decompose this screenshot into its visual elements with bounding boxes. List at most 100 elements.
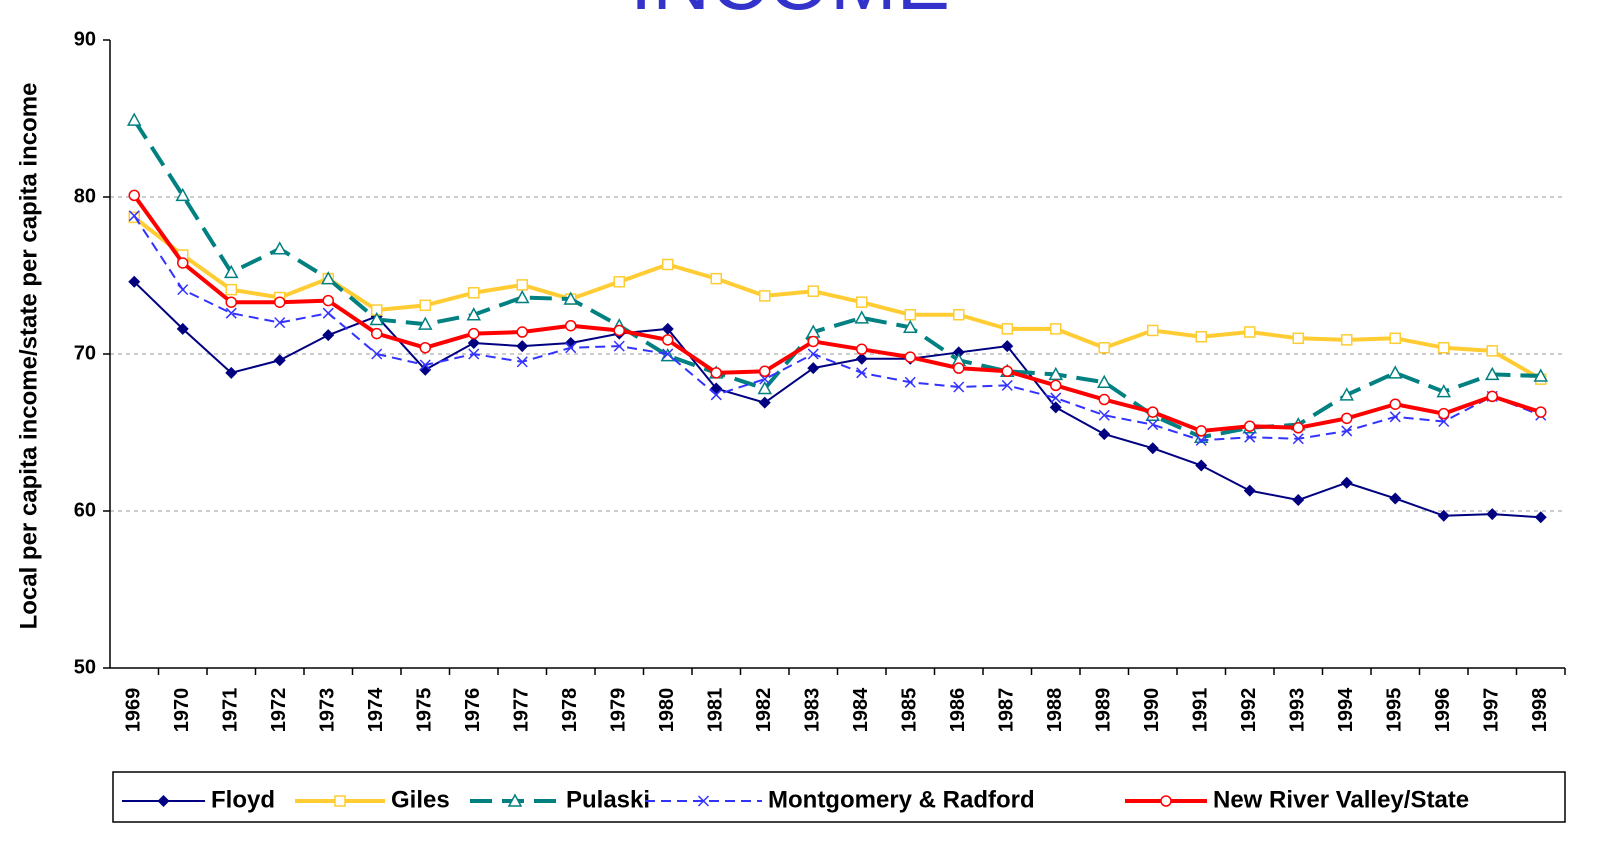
marker [1050, 379, 1062, 392]
marker [613, 276, 625, 288]
marker [1387, 365, 1403, 379]
legend-item: Floyd [122, 786, 275, 813]
marker [468, 348, 480, 360]
marker [807, 335, 819, 348]
marker [419, 341, 431, 354]
marker [904, 309, 916, 321]
series-line [133, 281, 1541, 519]
marker [1389, 398, 1401, 410]
marker [322, 294, 334, 307]
x-tick-label: 1992 [1238, 688, 1260, 733]
marker [516, 279, 528, 291]
marker [225, 307, 237, 319]
marker [157, 795, 170, 807]
marker [563, 291, 579, 305]
marker [128, 189, 140, 202]
x-tick-label: 1969 [123, 688, 145, 733]
series-line [133, 215, 1542, 381]
x-tick-label: 1986 [947, 688, 969, 733]
marker [1535, 406, 1547, 418]
marker [320, 271, 336, 285]
marker [710, 272, 722, 285]
marker [1486, 508, 1499, 521]
y-tick-label: 70 [74, 342, 96, 364]
x-tick-label: 1976 [462, 688, 484, 733]
marker [1098, 428, 1111, 441]
legend-box [112, 771, 1566, 823]
marker [507, 793, 523, 807]
marker [662, 258, 674, 271]
marker [661, 322, 674, 335]
x-tick-label: 1975 [414, 688, 436, 733]
marker [419, 363, 432, 376]
marker [953, 381, 965, 393]
marker [758, 396, 771, 409]
marker [1389, 411, 1401, 423]
x-tick-label: 1981 [705, 688, 727, 733]
marker [225, 283, 237, 296]
y-tick-label: 90 [74, 28, 96, 50]
x-tick-label: 1972 [268, 688, 290, 733]
marker [1437, 509, 1450, 522]
marker [1436, 384, 1452, 398]
marker [953, 362, 965, 374]
marker [272, 241, 288, 255]
marker [1244, 326, 1256, 338]
marker [419, 299, 431, 312]
marker [419, 359, 431, 371]
marker [371, 327, 383, 340]
x-tick-label: 1977 [511, 688, 533, 733]
marker [807, 362, 820, 375]
marker [1292, 332, 1304, 345]
marker [759, 290, 771, 302]
marker [856, 343, 868, 356]
marker [1195, 425, 1207, 437]
legend-label: Montgomery & Radford [768, 786, 1035, 813]
marker [1244, 420, 1256, 432]
marker [710, 389, 722, 401]
chart-title: INCOME [630, 0, 950, 26]
marker [1195, 330, 1207, 343]
marker [1484, 366, 1500, 381]
marker [1244, 431, 1256, 443]
marker [1001, 365, 1013, 378]
marker [1438, 407, 1450, 420]
legend-label: Giles [391, 786, 450, 813]
marker [1341, 425, 1353, 437]
x-tick-label: 1974 [365, 687, 387, 732]
marker [1292, 494, 1305, 507]
marker [1050, 392, 1062, 404]
x-tick-label: 1990 [1141, 688, 1163, 733]
marker [175, 187, 191, 202]
x-tick-label: 1973 [317, 688, 339, 733]
legend-label: Floyd [211, 786, 275, 813]
marker [1098, 393, 1110, 406]
marker [710, 367, 722, 379]
marker [565, 319, 577, 332]
marker [516, 356, 528, 368]
marker [904, 376, 916, 388]
marker [807, 285, 819, 297]
x-tick-label: 1985 [899, 688, 921, 733]
marker [274, 317, 286, 329]
marker [565, 342, 577, 354]
marker [128, 210, 140, 222]
marker [1389, 492, 1402, 505]
legend-item: New River Valley/State [1125, 786, 1469, 813]
marker [371, 348, 383, 360]
x-tick-label: 1993 [1287, 688, 1309, 733]
marker [1096, 374, 1112, 389]
series-line [132, 194, 1542, 433]
marker [1341, 412, 1353, 425]
marker [662, 348, 674, 360]
marker [697, 795, 710, 807]
marker [1339, 387, 1355, 401]
legend-label: Pulaski [566, 786, 650, 813]
marker [334, 795, 346, 807]
marker [904, 351, 916, 363]
marker [467, 337, 480, 350]
marker [1195, 434, 1207, 446]
series-line [133, 215, 1542, 442]
marker [855, 352, 868, 365]
marker [1001, 323, 1013, 335]
